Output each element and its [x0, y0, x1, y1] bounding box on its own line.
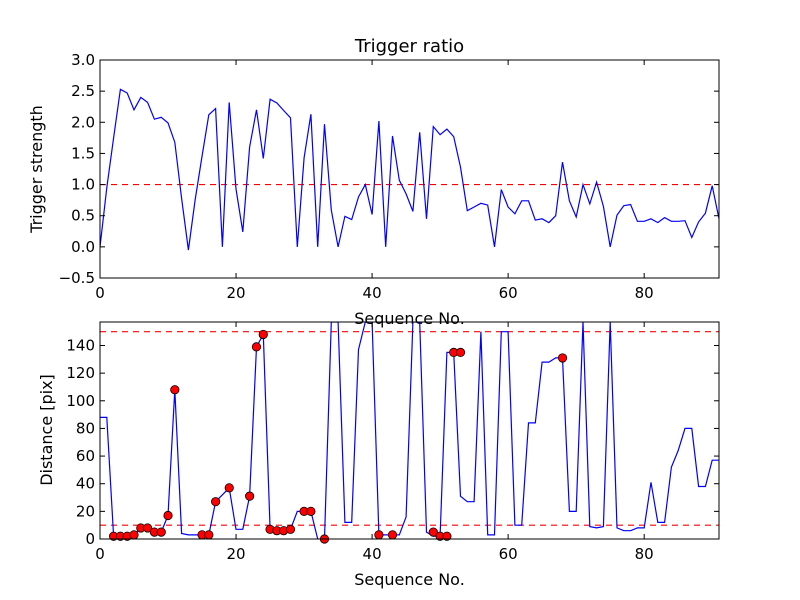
x-tick-label: 0 [95, 284, 105, 302]
distance-axes-frame [99, 321, 720, 540]
data-marker [428, 527, 438, 537]
data-marker [204, 530, 214, 540]
y-tick-label: 100 [66, 392, 95, 410]
x-tick-label: 40 [363, 284, 382, 302]
data-marker [557, 353, 568, 363]
data-marker [129, 530, 139, 540]
data-marker [374, 530, 384, 540]
distance-x-ticks: 0 20 40 60 80 [95, 322, 654, 563]
data-marker [285, 524, 296, 534]
trigger-plot-area [100, 88, 719, 251]
x-tick-label: 80 [635, 545, 654, 563]
series-line [100, 322, 719, 539]
x-tick-label: 60 [499, 545, 518, 563]
data-marker [245, 491, 255, 501]
distance-y-ticks: 0 20 40 60 80 100 120 140 [66, 336, 719, 548]
x-tick-label: 0 [95, 545, 105, 563]
distance-y-axis-label: Distance [pix] [37, 374, 56, 486]
data-marker [306, 506, 316, 516]
y-tick-label: 20 [76, 502, 95, 520]
y-tick-label: −0.5 [59, 269, 95, 287]
y-tick-label: 120 [66, 364, 95, 382]
x-tick-label: 80 [635, 284, 654, 302]
data-marker [387, 530, 398, 540]
series-line [100, 88, 719, 251]
y-tick-label: 80 [76, 419, 95, 437]
x-tick-label: 60 [499, 284, 518, 302]
x-tick-label: 20 [226, 545, 245, 563]
y-tick-label: 1.0 [71, 176, 95, 194]
data-marker [251, 342, 262, 352]
x-tick-label: 40 [363, 545, 382, 563]
data-marker [143, 523, 153, 533]
trigger-x-ticks: 0 20 40 60 80 [95, 60, 654, 302]
y-tick-label: 60 [76, 447, 95, 465]
data-marker [163, 510, 173, 521]
x-tick-label: 20 [226, 284, 245, 302]
y-tick-label: 0.0 [71, 238, 95, 256]
data-marker [224, 483, 234, 493]
y-tick-label: 0 [85, 530, 95, 548]
trigger-x-axis-label: Sequence No. [354, 309, 465, 328]
distance-plot-area [100, 322, 719, 544]
distance-panel: 0 20 40 60 80 0 20 40 60 80 100 120 140 Sequence No… [37, 321, 720, 589]
data-marker [156, 527, 166, 537]
y-tick-label: 2.0 [71, 113, 95, 131]
chart-title: Trigger ratio [354, 36, 464, 57]
trigger-y-ticks: −0.5 0.0 0.5 1.0 1.5 2.0 2.5 3.0 [59, 51, 719, 287]
distance-x-axis-label: Sequence No. [354, 570, 465, 589]
data-marker [455, 347, 466, 358]
y-tick-label: 40 [76, 475, 95, 493]
y-tick-label: 2.5 [71, 82, 95, 100]
data-marker [170, 385, 180, 395]
y-tick-label: 1.5 [71, 144, 95, 162]
data-marker [258, 329, 268, 340]
trigger-axes-frame [99, 59, 720, 279]
trigger-ratio-panel: Trigger ratio 0 20 40 60 80 −0.5 0.0 0.5 1.0 1.5… [27, 36, 720, 328]
y-tick-label: 0.5 [71, 207, 95, 225]
trigger-y-axis-label: Trigger strength [27, 105, 46, 234]
data-marker [211, 497, 221, 507]
y-tick-label: 3.0 [71, 51, 95, 69]
y-tick-label: 140 [66, 336, 95, 354]
data-marker [442, 531, 452, 541]
